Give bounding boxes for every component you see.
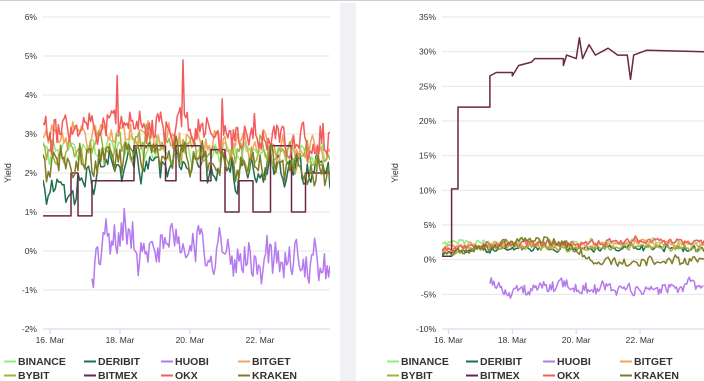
legend-item-huobi[interactable]: HUOBI	[161, 356, 209, 368]
legend-label: BINANCE	[401, 356, 449, 368]
y-axis-title: Yield	[390, 163, 400, 183]
legend-item-bitget[interactable]: BITGET	[620, 356, 673, 368]
legend-label: BITMEX	[480, 370, 520, 381]
legend-item-okx[interactable]: OKX	[161, 370, 198, 381]
y-tick-label: -10%	[416, 324, 436, 334]
series-group	[43, 59, 330, 289]
series-line-deribit	[43, 145, 330, 206]
x-tick-label: 22. Mar	[626, 335, 655, 345]
legend-item-bybit[interactable]: BYBIT	[387, 370, 433, 381]
legend-item-bybit[interactable]: BYBIT	[4, 370, 50, 381]
y-tick-label: 5%	[424, 220, 437, 230]
legend-item-bitget[interactable]: BITGET	[238, 356, 291, 368]
series-line-huobi	[489, 276, 704, 299]
legend-label: BYBIT	[401, 370, 433, 381]
legend-label: BYBIT	[18, 370, 50, 381]
x-tick-label: 20. Mar	[562, 335, 591, 345]
y-tick-label: 2%	[25, 168, 38, 178]
y-tick-label: 15%	[419, 151, 436, 161]
series-line-kraken	[442, 236, 704, 267]
legend-label: HUOBI	[557, 356, 591, 368]
series-line-okx	[442, 235, 704, 253]
x-tick-label: 16. Mar	[434, 335, 463, 345]
series-group	[442, 37, 704, 299]
y-tick-label: -5%	[421, 289, 437, 299]
y-tick-label: 1%	[25, 207, 38, 217]
legend-label: KRAKEN	[252, 370, 297, 381]
x-tick-label: 18. Mar	[106, 335, 135, 345]
legend-item-okx[interactable]: OKX	[543, 370, 580, 381]
legend-label: BITGET	[634, 356, 673, 368]
x-tick-label: 16. Mar	[36, 335, 65, 345]
legend-item-binance[interactable]: BINANCE	[387, 356, 449, 368]
legend-item-binance[interactable]: BINANCE	[4, 356, 66, 368]
legend-item-deribit[interactable]: DERIBIT	[466, 356, 523, 368]
y-tick-label: 5%	[25, 51, 38, 61]
legend-item-huobi[interactable]: HUOBI	[543, 356, 591, 368]
y-tick-label: -1%	[22, 285, 38, 295]
legend-label: OKX	[557, 370, 580, 381]
y-tick-label: -2%	[22, 324, 38, 334]
legend-item-bitmex[interactable]: BITMEX	[84, 370, 138, 381]
legend-label: DERIBIT	[480, 356, 523, 368]
legend-label: OKX	[175, 370, 198, 381]
x-tick-label: 20. Mar	[176, 335, 205, 345]
x-tick-label: 22. Mar	[246, 335, 275, 345]
legend-label: KRAKEN	[634, 370, 679, 381]
series-line-kraken	[43, 135, 330, 187]
y-tick-label: 0%	[424, 255, 437, 265]
legend-label: BINANCE	[18, 356, 66, 368]
series-line-bitget	[442, 238, 704, 251]
series-line-bitget	[43, 120, 330, 165]
chart-left: -2% -1% 0% 1% 2% 3% 4% 5% 6% 16. Mar 18. Mar 20. Ma…	[3, 12, 330, 381]
y-tick-label: 4%	[25, 90, 38, 100]
legend-item-kraken[interactable]: KRAKEN	[238, 370, 297, 381]
y-tick-label: 0%	[25, 246, 38, 256]
series-line-bitmex	[43, 144, 330, 217]
legend-label: DERIBIT	[98, 356, 141, 368]
legend-label: HUOBI	[175, 356, 209, 368]
series-line-bybit	[43, 123, 330, 175]
series-line-bitmex	[442, 37, 704, 257]
top-border	[0, 0, 704, 1]
series-line-huobi	[91, 207, 330, 289]
chart-right: -10% -5% 0% 5% 10% 15% 20% 25% 30% 35% 16. Mar 18. …	[387, 12, 704, 381]
legend-item-deribit[interactable]: DERIBIT	[84, 356, 141, 368]
y-tick-label: 25%	[419, 81, 436, 91]
legend-item-bitmex[interactable]: BITMEX	[466, 370, 520, 381]
legend-item-kraken[interactable]: KRAKEN	[620, 370, 679, 381]
legend-label: BITMEX	[98, 370, 138, 381]
y-tick-label: 30%	[419, 47, 436, 57]
legend-label: BITGET	[252, 356, 291, 368]
y-tick-label: 35%	[419, 12, 436, 22]
series-line-okx	[43, 59, 330, 163]
panel-divider	[340, 3, 356, 381]
y-tick-label: 6%	[25, 12, 38, 22]
y-tick-label: 20%	[419, 116, 436, 126]
x-tick-label: 18. Mar	[498, 335, 527, 345]
y-tick-label: 10%	[419, 185, 436, 195]
y-tick-label: 3%	[25, 129, 38, 139]
y-axis-title: Yield	[3, 163, 13, 183]
plot-area	[442, 17, 704, 329]
